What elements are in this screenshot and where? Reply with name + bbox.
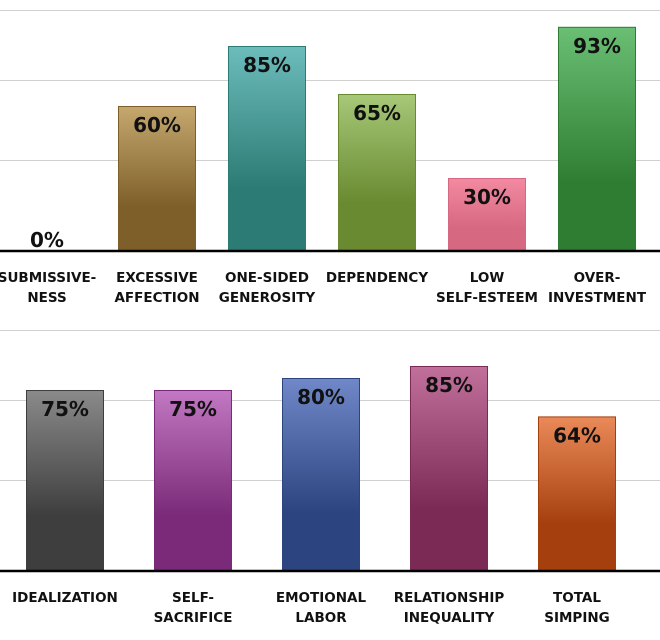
category-tick-label: SACRIFICE <box>154 610 233 626</box>
category-tick-label: SELF- <box>172 590 214 606</box>
bar <box>282 378 360 571</box>
bar <box>26 390 104 571</box>
bar <box>538 416 616 571</box>
bar <box>558 26 636 251</box>
category-tick-label: ONE-SIDED <box>225 270 309 286</box>
data-label: 0% <box>30 228 64 252</box>
data-label: 75% <box>169 397 217 421</box>
category-tick-label: EXCESSIVE <box>116 270 198 286</box>
data-label: 93% <box>573 34 621 58</box>
category-tick-label: LABOR <box>295 610 347 626</box>
bar <box>338 94 416 251</box>
data-label: 75% <box>41 397 89 421</box>
category-tick-label: SUBMISSIVE- <box>0 270 96 286</box>
data-label: 85% <box>243 53 291 77</box>
category-tick-label: EMOTIONAL <box>276 590 367 606</box>
category-tick-label: GENEROSITY <box>219 290 316 306</box>
category-tick-label: OVER- <box>574 270 621 286</box>
data-label: 80% <box>297 385 345 409</box>
top-bar-chart: 0% SUBMISSIVE- NESS 60% EXCESSIVE AFFECTION 85… <box>0 10 660 306</box>
data-label: 60% <box>133 113 181 137</box>
bar <box>154 390 232 571</box>
bar <box>448 178 526 251</box>
category-tick-label: IDEALIZATION <box>12 590 118 606</box>
category-tick-label: AFFECTION <box>114 290 199 306</box>
category-tick-label: SELF-ESTEEM <box>436 290 538 306</box>
category-tick-label: TOTAL <box>553 590 601 606</box>
data-label: 85% <box>425 373 473 397</box>
bar <box>228 46 306 251</box>
category-tick-label: INEQUALITY <box>404 610 495 626</box>
bottom-bar-chart: 75% IDEALIZATION 75% SELF- SACRIFICE 80% EMOTI… <box>0 330 660 626</box>
category-tick-label: DEPENDENCY <box>326 270 428 286</box>
bar <box>410 366 488 571</box>
data-label: 30% <box>463 185 511 209</box>
category-tick-label: SIMPING <box>544 610 609 626</box>
category-tick-label: INVESTMENT <box>548 290 647 306</box>
bar <box>118 106 196 251</box>
category-tick-label: RELATIONSHIP <box>394 590 505 606</box>
data-label: 65% <box>353 101 401 125</box>
category-tick-label: NESS <box>27 290 66 306</box>
data-label: 64% <box>553 423 601 447</box>
category-tick-label: LOW <box>470 270 505 286</box>
